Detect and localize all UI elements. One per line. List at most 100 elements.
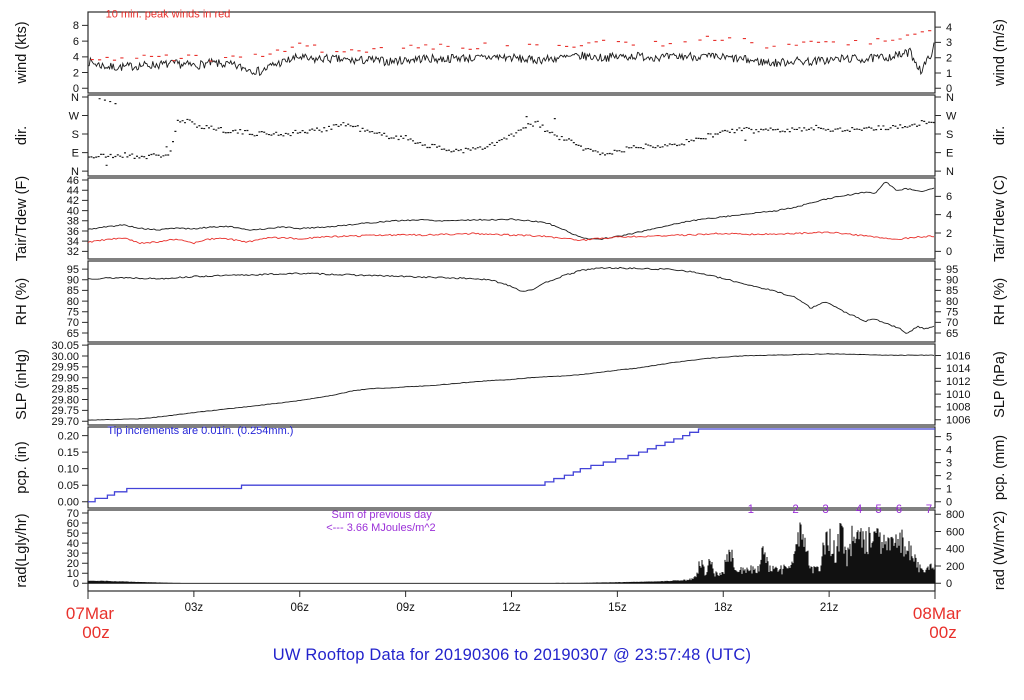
series-slp-inhg [87,353,935,421]
xtick-label: 06z [290,602,309,614]
ytick-label-left: W [69,110,80,122]
ytick-label-right: 85 [946,285,958,297]
yticks-left [82,179,88,252]
xtick-label: 15z [608,602,627,614]
ytick-label-right: 0 [946,497,952,509]
series-wind-mean-kts [87,42,935,77]
ytick-label-left: 95 [67,264,79,276]
ytick-label-left: 30.05 [51,340,79,352]
annotation-solar-radiation-6: 5 [875,504,881,516]
ytick-label-right: W [946,110,957,122]
ytick-label-left: 80 [67,296,79,308]
ytick-label-left: 38 [67,216,79,228]
ytick-label-left: 8 [73,20,79,32]
ytick-label-right: 75 [946,307,958,319]
ytick-label-left: 40 [67,205,79,217]
yticks-left [82,435,88,503]
annotation-wind-speed-0: 10 min. peak winds in red [106,9,231,21]
panel-border-relative-humidity [87,260,936,343]
axis-title-left-wind-direction: dir. [14,126,30,145]
axis-title-left-temperature: Tair/Tdew (F) [14,176,30,261]
panel-border-temperature [87,177,936,260]
ytick-label-right: 1 [946,68,952,80]
ytick-label-left: 0.00 [58,497,79,509]
axis-title-left-relative-humidity: RH (%) [14,278,30,326]
axis-title-right-relative-humidity: RH (%) [992,278,1008,326]
series-wind-direction-deg [88,98,935,166]
xtick-label: 09z [396,602,415,614]
ytick-label-right: 90 [946,275,958,287]
panel-border-precipitation [87,426,936,509]
ytick-label-left: N [71,92,79,104]
ytick-label-right: N [946,166,954,178]
ytick-label-left: 4 [73,52,79,64]
ytick-label-left: 29.90 [51,373,79,385]
ytick-label-left: 65 [67,328,79,340]
axis-title-left-sea-level-pressure: SLP (inHg) [14,349,30,420]
annotation-solar-radiation-2: 1 [748,504,754,516]
xticks [87,591,936,599]
yticks-right [935,268,941,334]
ytick-label-left: 70 [67,508,79,520]
annotation-precipitation-0: Tip increments are 0.01in. (0.254mm.) [107,425,293,437]
axis-title-right-wind-direction: dir. [992,126,1008,145]
x-end-hour: 00z [929,623,956,642]
ytick-label-right: 0 [946,83,952,95]
ytick-label-left: 30 [67,548,79,560]
xtick-label: 18z [714,602,733,614]
ytick-label-right: 2 [946,470,952,482]
series-rad-lgly-hr [87,522,936,584]
ytick-label-left: 6 [73,36,79,48]
annotation-solar-radiation-3: 2 [792,504,798,516]
axis-title-left-wind-speed: wind (kts) [14,21,30,84]
ytick-label-left: 0 [73,83,79,95]
ytick-label-right: 2 [946,52,952,64]
axis-title-right-wind-speed: wind (m/s) [992,19,1008,87]
ytick-label-right: 80 [946,296,958,308]
axis-title-right-temperature: Tair/Tdew (C) [992,175,1008,262]
ytick-label-right: 0 [946,578,952,590]
ytick-label-right: 4 [946,209,952,221]
axis-title-right-precipitation: pcp. (mm) [992,435,1008,500]
x-start-hour: 00z [82,623,109,642]
annotation-solar-radiation-8: 7 [926,504,932,516]
ytick-label-right: E [946,147,953,159]
ytick-label-right: 4 [946,22,952,34]
ytick-label-left: 0.05 [58,480,79,492]
ytick-label-left: N [71,166,79,178]
ytick-label-left: 70 [67,317,79,329]
annotation-solar-radiation-1: <--- 3.66 MJoules/m^2 [326,522,435,534]
ytick-label-right: S [946,129,953,141]
xtick-label: 03z [185,602,204,614]
annotation-solar-radiation-4: 3 [822,504,828,516]
ytick-label-right: 600 [946,526,964,538]
ytick-label-right: 1010 [946,389,970,401]
yticks-left [82,24,88,89]
ytick-label-left: 20 [67,558,79,570]
ytick-label-left: S [72,129,79,141]
ytick-label-left: 85 [67,285,79,297]
panel-border-wind-direction [87,94,936,177]
ytick-label-left: 42 [67,195,79,207]
ytick-label-left: 0.10 [58,463,79,475]
yticks-right [935,96,941,172]
ytick-label-right: 1 [946,484,952,496]
axis-title-left-solar-radiation: rad(Lgly/hr) [14,513,30,587]
yticks-left [82,268,88,334]
ytick-label-left: 40 [67,538,79,550]
ytick-label-left: 44 [67,185,79,197]
ytick-label-left: 29.70 [51,416,79,428]
yticks-right [935,513,941,584]
ytick-label-left: 60 [67,518,79,530]
ytick-label-right: 0 [946,246,952,258]
ytick-label-left: 34 [67,236,79,248]
yticks-left [82,512,88,584]
panel-border-sea-level-pressure [87,343,936,426]
ytick-label-right: 800 [946,509,964,521]
ytick-label-left: 32 [67,246,79,258]
x-start-date: 07Mar [66,604,115,623]
yticks-right [935,26,941,89]
